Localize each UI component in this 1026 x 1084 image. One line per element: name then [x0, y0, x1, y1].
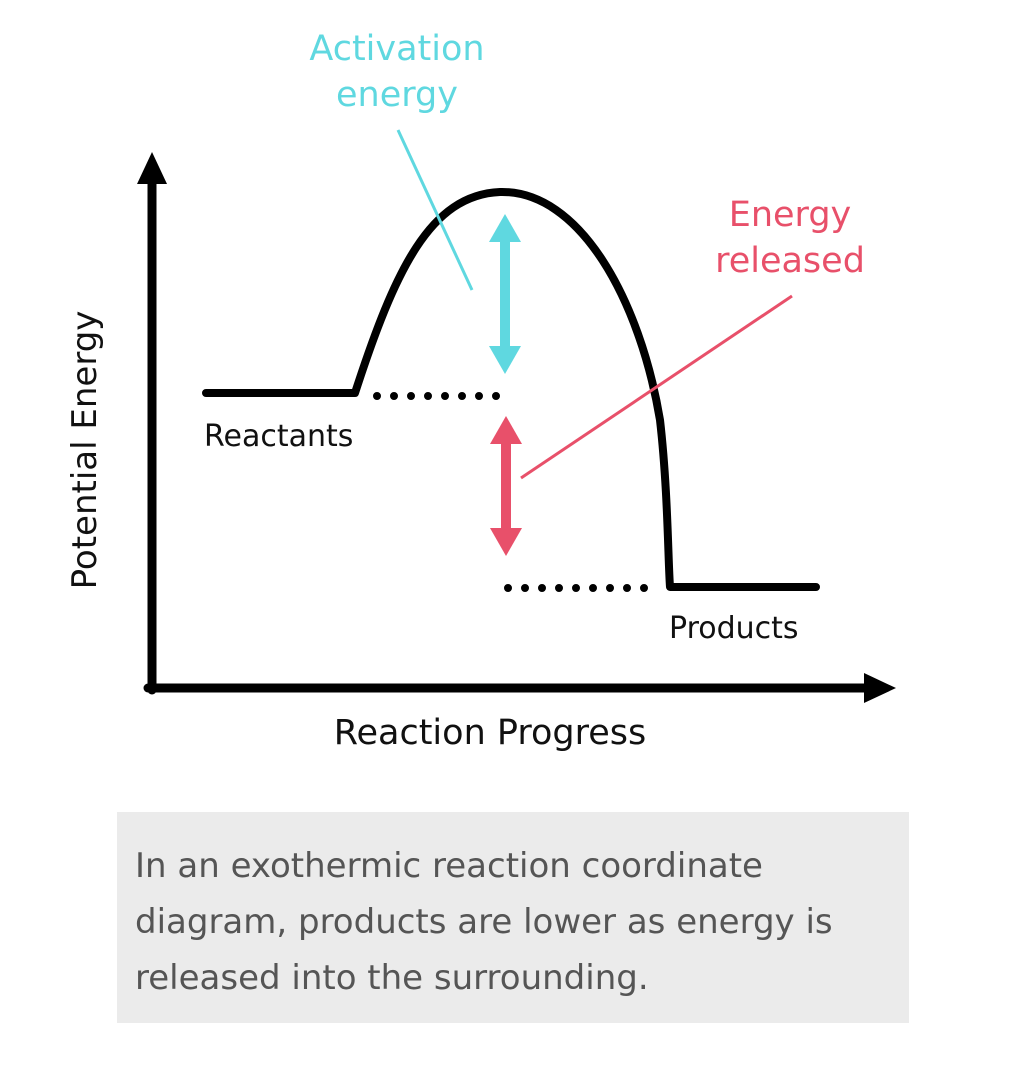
released-leader-line [520, 294, 793, 480]
y-axis [137, 152, 167, 695]
activation-label-line1: Activation [309, 29, 484, 69]
caption-box: In an exothermic reaction coordinate dia… [117, 812, 909, 1023]
activation-label-line2: energy [336, 75, 458, 115]
energy-diagram: Activation energy Energy released Reacta… [65, 29, 896, 753]
y-axis-label: Potential Energy [65, 311, 105, 590]
energy-curve [202, 187, 820, 591]
energy-released-arrow [490, 416, 522, 556]
released-label-line1: Energy [729, 195, 852, 235]
products-label: Products [669, 611, 799, 646]
x-axis-label: Reaction Progress [334, 713, 647, 753]
caption-text: In an exothermic reaction coordinate dia… [135, 846, 833, 998]
x-axis [143, 673, 896, 703]
reactants-label: Reactants [204, 419, 353, 454]
released-label-line2: released [715, 241, 865, 281]
activation-leader-line [396, 129, 474, 291]
activation-energy-arrow [489, 214, 521, 374]
